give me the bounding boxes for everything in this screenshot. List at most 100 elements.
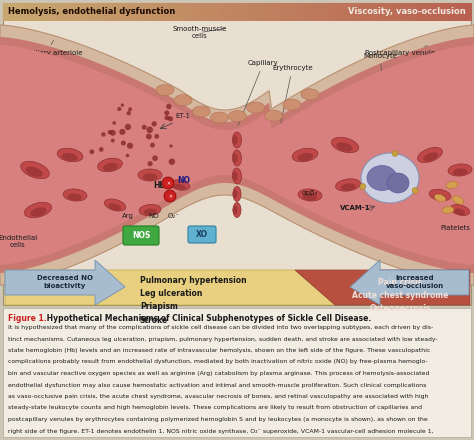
Ellipse shape xyxy=(26,167,43,177)
Circle shape xyxy=(119,129,126,135)
Ellipse shape xyxy=(233,190,237,198)
Polygon shape xyxy=(5,260,125,305)
Ellipse shape xyxy=(341,183,356,191)
Bar xyxy=(330,3,339,21)
Text: VCAM-1: VCAM-1 xyxy=(340,205,371,211)
Circle shape xyxy=(152,121,157,126)
Ellipse shape xyxy=(418,147,442,162)
Text: NO: NO xyxy=(177,176,190,185)
Ellipse shape xyxy=(265,110,283,121)
Text: Platelets: Platelets xyxy=(440,225,470,231)
Circle shape xyxy=(360,183,366,190)
Bar xyxy=(362,3,371,21)
Polygon shape xyxy=(295,270,470,305)
Bar xyxy=(112,3,121,21)
Bar xyxy=(73,3,82,21)
Bar xyxy=(416,3,425,21)
Ellipse shape xyxy=(62,153,77,161)
Ellipse shape xyxy=(173,184,186,190)
Bar xyxy=(214,3,222,21)
Ellipse shape xyxy=(232,153,237,163)
Text: Figure 1.: Figure 1. xyxy=(8,314,46,323)
Bar xyxy=(89,3,98,21)
Circle shape xyxy=(127,111,131,115)
Text: Endothelial
cells: Endothelial cells xyxy=(0,235,37,248)
Bar xyxy=(34,3,43,21)
Ellipse shape xyxy=(429,189,451,201)
Text: complications probably result from endothelial dysfunction, mediated by both ina: complications probably result from endot… xyxy=(8,359,428,364)
Text: O₂⁻: O₂⁻ xyxy=(168,213,180,219)
Text: Monocyte: Monocyte xyxy=(363,53,397,150)
Ellipse shape xyxy=(446,181,458,189)
Ellipse shape xyxy=(336,179,360,191)
Text: Smooth-muscle
cells: Smooth-muscle cells xyxy=(173,26,227,39)
Ellipse shape xyxy=(192,106,210,117)
Ellipse shape xyxy=(24,202,52,218)
Ellipse shape xyxy=(108,203,121,211)
Bar xyxy=(65,3,74,21)
Circle shape xyxy=(164,115,169,120)
Bar xyxy=(237,3,246,21)
Ellipse shape xyxy=(98,158,122,172)
Polygon shape xyxy=(350,260,469,305)
Ellipse shape xyxy=(448,164,472,176)
Bar xyxy=(276,3,285,21)
Circle shape xyxy=(164,110,169,116)
Text: steady-state leukocyte counts and high hemoglobin levels. These complications ar: steady-state leukocyte counts and high h… xyxy=(8,406,422,411)
Text: ✕: ✕ xyxy=(168,194,172,198)
Circle shape xyxy=(108,130,112,134)
Ellipse shape xyxy=(453,169,467,176)
Bar xyxy=(424,3,433,21)
Polygon shape xyxy=(0,25,474,285)
Text: NO: NO xyxy=(148,213,159,219)
Bar xyxy=(159,3,168,21)
Text: Arg: Arg xyxy=(122,213,134,219)
Circle shape xyxy=(128,107,132,111)
Circle shape xyxy=(112,121,116,125)
Text: αᴅβ₃: αᴅβ₃ xyxy=(302,190,318,196)
Circle shape xyxy=(164,190,176,202)
Ellipse shape xyxy=(174,95,192,106)
Bar xyxy=(307,3,316,21)
Ellipse shape xyxy=(387,173,409,193)
Text: Hb: Hb xyxy=(153,181,165,190)
Text: Pain crisis
Acute chest syndrome
Osteonecrosis: Pain crisis Acute chest syndrome Osteone… xyxy=(352,278,448,313)
Text: NOS: NOS xyxy=(132,231,150,240)
Text: Precapillary arteriole: Precapillary arteriole xyxy=(10,40,82,56)
Ellipse shape xyxy=(104,199,126,211)
Bar xyxy=(221,3,230,21)
Ellipse shape xyxy=(246,102,264,113)
Circle shape xyxy=(125,124,131,130)
Circle shape xyxy=(392,150,398,156)
Ellipse shape xyxy=(63,189,87,201)
Ellipse shape xyxy=(442,206,454,213)
Ellipse shape xyxy=(423,152,438,161)
Ellipse shape xyxy=(233,202,241,217)
Bar xyxy=(447,3,456,21)
Ellipse shape xyxy=(453,196,464,204)
Ellipse shape xyxy=(302,193,317,201)
Circle shape xyxy=(147,161,153,166)
Bar xyxy=(58,3,66,21)
Circle shape xyxy=(168,116,173,121)
Ellipse shape xyxy=(143,173,157,180)
Bar xyxy=(3,3,471,305)
Ellipse shape xyxy=(450,205,470,216)
Ellipse shape xyxy=(233,132,241,148)
Bar xyxy=(253,3,261,21)
Bar xyxy=(104,3,113,21)
Bar xyxy=(3,3,12,21)
Circle shape xyxy=(117,107,121,111)
Bar xyxy=(174,3,183,21)
Circle shape xyxy=(154,134,159,139)
Ellipse shape xyxy=(331,137,359,153)
Bar xyxy=(27,3,35,21)
Ellipse shape xyxy=(232,168,242,184)
Ellipse shape xyxy=(298,153,313,161)
Bar xyxy=(370,3,378,21)
Ellipse shape xyxy=(336,142,353,151)
Circle shape xyxy=(152,155,158,161)
Ellipse shape xyxy=(210,112,228,123)
Circle shape xyxy=(150,143,155,147)
Polygon shape xyxy=(5,270,335,305)
